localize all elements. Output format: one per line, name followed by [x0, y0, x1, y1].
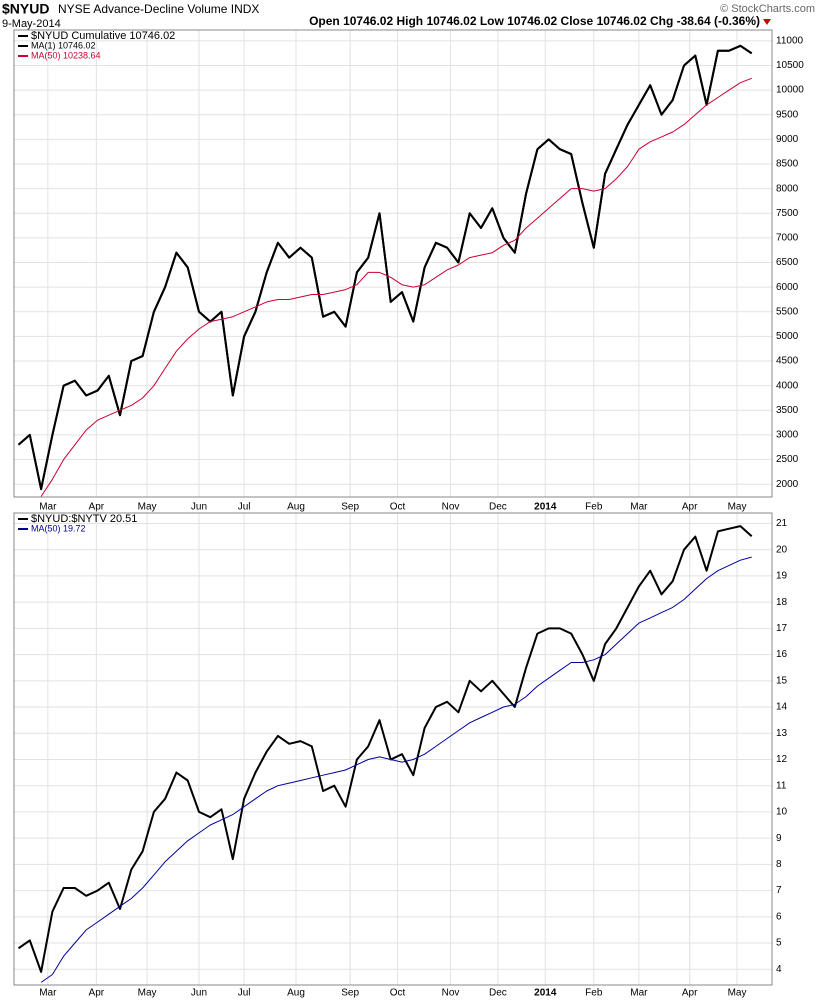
series-line: [40, 556, 752, 983]
x-tick-label: Apr: [682, 988, 698, 999]
y-tick-label: 9: [776, 833, 782, 844]
y-tick-label: 20: [776, 544, 788, 555]
x-tick-label: Dec: [489, 502, 507, 513]
y-tick-label: 2500: [776, 454, 799, 465]
y-tick-label: 7000: [776, 233, 799, 244]
x-tick-label: Aug: [287, 988, 305, 999]
x-tick-label: Jul: [238, 502, 251, 513]
down-arrow: [763, 19, 771, 25]
y-tick-label: 12: [776, 754, 788, 765]
y-tick-label: 9000: [776, 134, 799, 145]
series-line: [40, 77, 752, 497]
series-line: [17, 525, 753, 973]
legend-label: $NYUD:$NYTV 20.51: [31, 513, 137, 525]
y-tick-label: 6000: [776, 282, 799, 293]
x-tick-label: Apr: [89, 988, 105, 999]
x-tick-label: Oct: [390, 988, 406, 999]
x-tick-label: Aug: [287, 502, 305, 513]
x-tick-label: Feb: [585, 988, 603, 999]
y-tick-label: 2000: [776, 479, 799, 490]
x-tick-label: Jul: [238, 988, 251, 999]
y-tick-label: 9500: [776, 109, 799, 120]
y-tick-label: 7: [776, 885, 782, 896]
y-tick-label: 5: [776, 938, 782, 949]
y-tick-label: 15: [776, 675, 788, 686]
y-tick-label: 5500: [776, 306, 799, 317]
y-tick-label: 14: [776, 702, 788, 713]
y-tick-label: 3500: [776, 405, 799, 416]
date: 9-May-2014: [2, 18, 61, 30]
y-tick-label: 8: [776, 859, 782, 870]
x-tick-label: Mar: [630, 988, 648, 999]
x-tick-label: Mar: [39, 988, 57, 999]
x-tick-label: Mar: [39, 502, 57, 513]
x-tick-label: Nov: [442, 988, 460, 999]
legend-label: $NYUD Cumulative 10746.02: [31, 30, 175, 42]
y-tick-label: 19: [776, 571, 788, 582]
y-tick-label: 8000: [776, 183, 799, 194]
y-tick-label: 17: [776, 623, 788, 634]
plot-frame: [13, 512, 773, 986]
y-tick-label: 7500: [776, 208, 799, 219]
x-tick-label: Sep: [341, 988, 359, 999]
x-tick-label: May: [138, 502, 157, 513]
x-tick-label: May: [728, 988, 747, 999]
y-tick-label: 13: [776, 728, 788, 739]
y-tick-label: 11: [776, 780, 787, 791]
y-tick-label: 3000: [776, 430, 799, 441]
x-tick-label: Sep: [341, 502, 359, 513]
y-tick-label: 16: [776, 649, 788, 660]
plot-frame: [13, 29, 773, 498]
legend-label: MA(50) 19.72: [31, 523, 86, 533]
y-tick-label: 10500: [776, 60, 804, 71]
y-tick-label: 4000: [776, 380, 799, 391]
series-line: [17, 44, 753, 491]
series-line: [17, 44, 753, 491]
y-tick-label: 5000: [776, 331, 799, 342]
y-tick-label: 11000: [776, 35, 804, 46]
symbol: $NYUD: [2, 1, 49, 17]
index-name: NYSE Advance-Decline Volume INDX: [58, 2, 259, 16]
x-tick-label: Apr: [89, 502, 105, 513]
x-tick-label: May: [138, 988, 157, 999]
x-tick-label: Jun: [191, 988, 207, 999]
x-tick-label: Dec: [489, 988, 507, 999]
quote: Open 10746.02 High 10746.02 Low 10746.02…: [309, 14, 760, 28]
x-tick-label: Mar: [630, 502, 648, 513]
x-tick-label: Apr: [682, 502, 698, 513]
x-tick-label: Nov: [442, 502, 460, 513]
y-tick-label: 6: [776, 911, 782, 922]
y-tick-label: 18: [776, 597, 788, 608]
y-tick-label: 21: [776, 518, 788, 529]
y-tick-label: 10000: [776, 85, 804, 96]
x-tick-label: 2014: [534, 502, 557, 513]
source: © StockCharts.com: [720, 3, 815, 15]
y-tick-label: 4: [776, 964, 782, 975]
x-tick-label: May: [728, 502, 747, 513]
y-tick-label: 6500: [776, 257, 799, 268]
x-tick-label: Jun: [191, 502, 207, 513]
x-tick-label: Oct: [390, 502, 406, 513]
y-tick-label: 4500: [776, 356, 799, 367]
x-tick-label: Feb: [585, 502, 603, 513]
y-tick-label: 8500: [776, 159, 799, 170]
legend-label: MA(50) 10238.64: [31, 50, 101, 60]
legend-label: MA(1) 10746.02: [31, 40, 96, 50]
y-tick-label: 10: [776, 807, 788, 818]
x-tick-label: 2014: [534, 988, 557, 999]
